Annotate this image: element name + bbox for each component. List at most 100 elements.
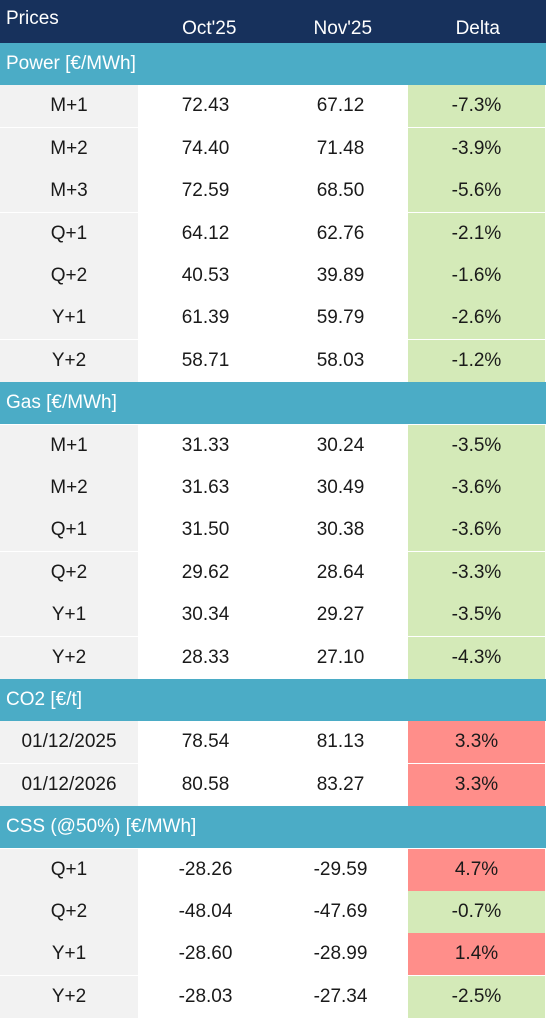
row-label: Q+2 xyxy=(0,551,138,594)
oct-value: -28.03 xyxy=(138,975,273,1018)
row-label: Q+2 xyxy=(0,891,138,933)
table-row: M+3 72.59 68.50 -5.6% xyxy=(0,170,546,213)
nov-value: 30.24 xyxy=(273,424,408,467)
delta-value: -3.5% xyxy=(408,594,545,637)
oct-value: -28.26 xyxy=(138,848,273,891)
nov-value: 71.48 xyxy=(273,127,408,170)
row-label: 01/12/2025 xyxy=(0,721,138,764)
row-label: Y+1 xyxy=(0,594,138,637)
nov-value: 59.79 xyxy=(273,297,408,340)
table-row: Y+1 30.34 29.27 -3.5% xyxy=(0,594,546,637)
oct-value: 31.33 xyxy=(138,424,273,467)
row-label: Q+2 xyxy=(0,255,138,297)
nov-value: 62.76 xyxy=(273,212,408,255)
header-title: Prices xyxy=(6,8,59,29)
table-row: Y+2 28.33 27.10 -4.3% xyxy=(0,636,546,679)
nov-value: 39.89 xyxy=(273,255,408,297)
nov-value: -27.34 xyxy=(273,975,408,1018)
oct-value: 72.59 xyxy=(138,170,273,213)
delta-value: -4.3% xyxy=(408,636,545,679)
table-row: M+2 74.40 71.48 -3.9% xyxy=(0,127,546,170)
table-row: 01/12/2025 78.54 81.13 3.3% xyxy=(0,721,546,764)
section-header-css-50-mwh: CSS (@50%) [€/MWh] xyxy=(0,806,546,849)
nov-value: 58.03 xyxy=(273,339,408,382)
nov-value: 28.64 xyxy=(273,551,408,594)
table-row: Y+2 -28.03 -27.34 -2.5% xyxy=(0,975,546,1018)
table-row: Q+1 31.50 30.38 -3.6% xyxy=(0,509,546,552)
delta-value: -3.9% xyxy=(408,127,545,170)
delta-value: 4.7% xyxy=(408,848,545,891)
oct-value: -48.04 xyxy=(138,891,273,933)
table-row: Q+2 -48.04 -47.69 -0.7% xyxy=(0,891,546,933)
oct-value: 28.33 xyxy=(138,636,273,679)
oct-value: 40.53 xyxy=(138,255,273,297)
delta-value: -1.6% xyxy=(408,255,545,297)
row-label: Y+1 xyxy=(0,297,138,340)
table-row: 01/12/2026 80.58 83.27 3.3% xyxy=(0,763,546,806)
nov-value: 30.38 xyxy=(273,509,408,552)
delta-value: -5.6% xyxy=(408,170,545,213)
delta-value: -2.5% xyxy=(408,975,545,1018)
row-label: M+3 xyxy=(0,170,138,213)
delta-value: -3.3% xyxy=(408,551,545,594)
table-row: Q+2 29.62 28.64 -3.3% xyxy=(0,551,546,594)
header-col-oct: Oct'25 xyxy=(182,18,237,39)
oct-value: 29.62 xyxy=(138,551,273,594)
table-row: M+1 72.43 67.12 -7.3% xyxy=(0,85,546,128)
nov-value: 67.12 xyxy=(273,85,408,128)
section-header-co2-t: CO2 [€/t] xyxy=(0,679,546,721)
section-header-power-mwh: Power [€/MWh] xyxy=(0,43,546,85)
delta-value: 3.3% xyxy=(408,763,545,806)
table-row: Y+1 61.39 59.79 -2.6% xyxy=(0,297,546,340)
table-row: Y+1 -28.60 -28.99 1.4% xyxy=(0,933,546,976)
table-row: Q+1 64.12 62.76 -2.1% xyxy=(0,212,546,255)
delta-value: -0.7% xyxy=(408,891,545,933)
delta-value: -2.6% xyxy=(408,297,545,340)
oct-value: 30.34 xyxy=(138,594,273,637)
delta-value: -3.6% xyxy=(408,467,545,509)
table-row: Q+2 40.53 39.89 -1.6% xyxy=(0,255,546,297)
oct-value: -28.60 xyxy=(138,933,273,976)
header-col-delta: Delta xyxy=(455,18,500,39)
nov-value: -47.69 xyxy=(273,891,408,933)
delta-value: 3.3% xyxy=(408,721,545,764)
row-label: M+1 xyxy=(0,85,138,128)
oct-value: 31.63 xyxy=(138,467,273,509)
delta-value: 1.4% xyxy=(408,933,545,976)
row-label: Y+2 xyxy=(0,975,138,1018)
table-row: Q+1 -28.26 -29.59 4.7% xyxy=(0,848,546,891)
row-label: Q+1 xyxy=(0,848,138,891)
nov-value: 68.50 xyxy=(273,170,408,213)
row-label: Q+1 xyxy=(0,509,138,552)
nov-value: -29.59 xyxy=(273,848,408,891)
row-label: Q+1 xyxy=(0,212,138,255)
table-header: Prices Oct'25 Nov'25 Delta xyxy=(0,0,546,43)
row-label: 01/12/2026 xyxy=(0,763,138,806)
nov-value: 29.27 xyxy=(273,594,408,637)
oct-value: 78.54 xyxy=(138,721,273,764)
row-label: M+2 xyxy=(0,467,138,509)
header-col-nov: Nov'25 xyxy=(313,18,373,39)
oct-value: 64.12 xyxy=(138,212,273,255)
section-header-gas-mwh: Gas [€/MWh] xyxy=(0,382,546,425)
delta-value: -3.5% xyxy=(408,424,545,467)
oct-value: 72.43 xyxy=(138,85,273,128)
table-row: Y+2 58.71 58.03 -1.2% xyxy=(0,339,546,382)
table-row: M+1 31.33 30.24 -3.5% xyxy=(0,424,546,467)
nov-value: 83.27 xyxy=(273,763,408,806)
nov-value: 30.49 xyxy=(273,467,408,509)
delta-value: -3.6% xyxy=(408,509,545,552)
oct-value: 58.71 xyxy=(138,339,273,382)
oct-value: 74.40 xyxy=(138,127,273,170)
nov-value: 27.10 xyxy=(273,636,408,679)
delta-value: -1.2% xyxy=(408,339,545,382)
row-label: M+1 xyxy=(0,424,138,467)
row-label: Y+2 xyxy=(0,636,138,679)
nov-value: 81.13 xyxy=(273,721,408,764)
nov-value: -28.99 xyxy=(273,933,408,976)
delta-value: -7.3% xyxy=(408,85,545,128)
oct-value: 61.39 xyxy=(138,297,273,340)
oct-value: 31.50 xyxy=(138,509,273,552)
row-label: Y+1 xyxy=(0,933,138,976)
table-row: M+2 31.63 30.49 -3.6% xyxy=(0,467,546,509)
